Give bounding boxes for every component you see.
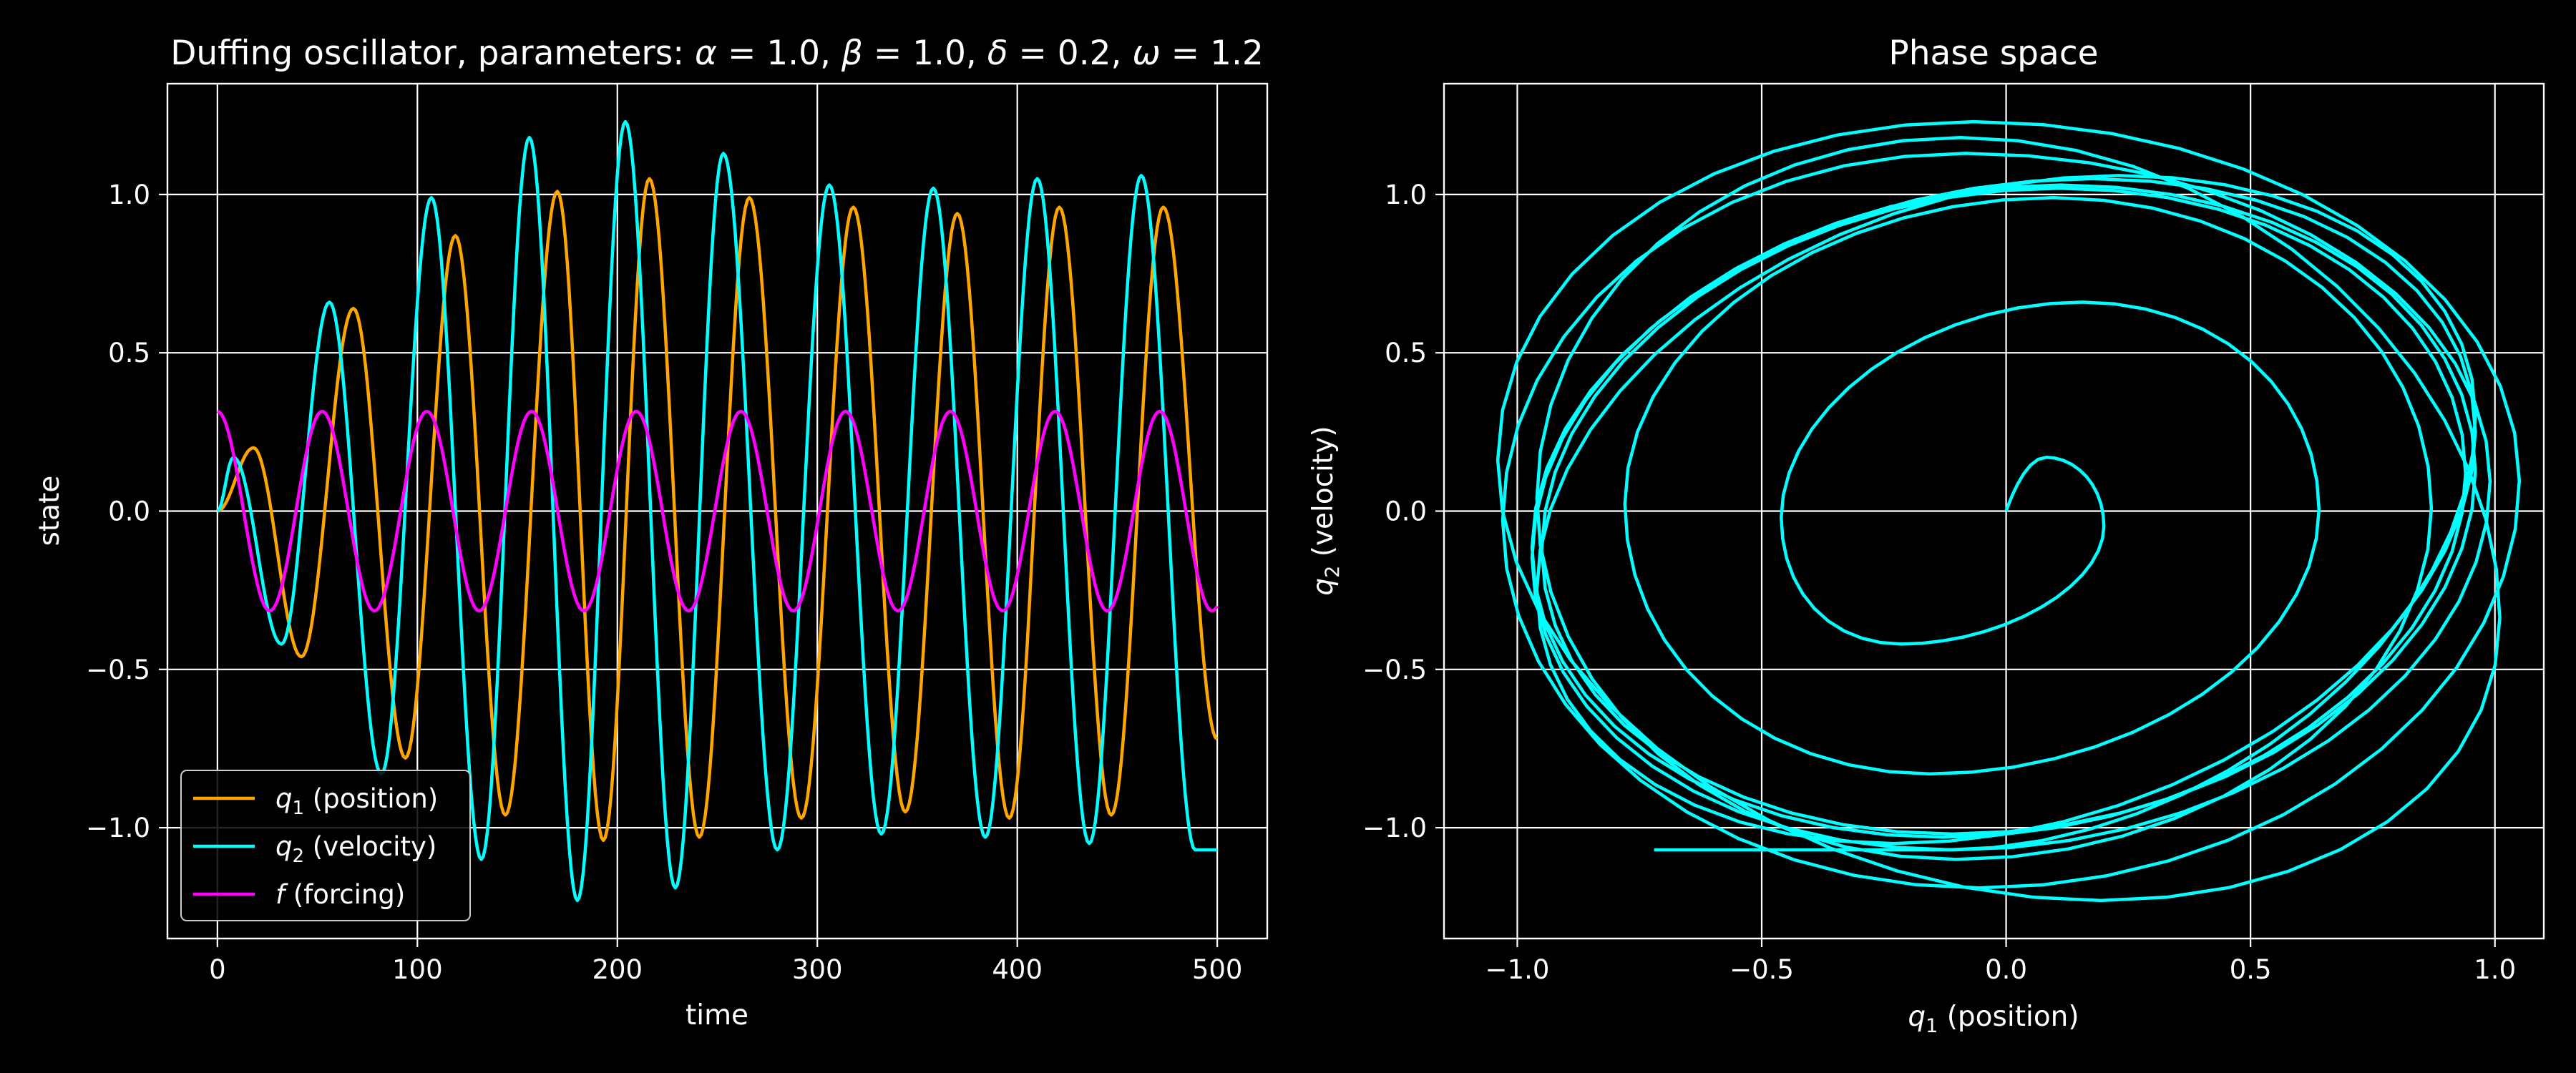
right-grid [1444, 84, 2544, 939]
title-alpha-symbol: α [695, 34, 717, 73]
left-x-axis-label: time [686, 999, 748, 1032]
legend-label-f: f (forcing) [275, 879, 405, 910]
right-x-tick-label: 0.5 [2230, 954, 2272, 985]
left-y-tick-label: −1.0 [86, 813, 150, 843]
left-y-tick-label: 1.0 [108, 180, 150, 210]
right-xlabel-symbol: q [1908, 1001, 1926, 1033]
legend-label-q2: q2 (velocity) [275, 831, 436, 867]
legend-f-suffix: (forcing) [285, 879, 405, 910]
right-chart-title: Phase space [1888, 34, 2098, 73]
right-x-axis-label: q1 (position) [1908, 1001, 2079, 1037]
legend-item-f: f (forcing) [193, 879, 405, 910]
right-x-ticks: −1.0 −0.5 0.0 0.5 1.0 [1485, 939, 2516, 985]
legend-q1-subscript: 1 [293, 798, 305, 819]
legend-item-q2: q2 (velocity) [193, 831, 436, 867]
series-line-f-forcing [217, 409, 1219, 613]
title-delta-symbol: δ [987, 34, 1008, 73]
left-x-ticks: 0 100 200 300 400 500 [209, 939, 1242, 985]
left-y-axis-label: state [34, 476, 66, 547]
right-x-tick-label: −1.0 [1485, 954, 1550, 985]
phase-space-chart: −1.0 −0.5 0.0 0.5 1.0 −1.0 −0.5 0.0 0.5 1.0 Phas… [1307, 34, 2545, 1037]
phase-trajectory-line [1496, 119, 2522, 903]
legend: q1 (position) q2 (velocity) f (forcing) [180, 770, 471, 921]
title-delta-value: = 0.2, [1008, 34, 1133, 73]
right-x-tick-label: 1.0 [2474, 954, 2516, 985]
title-omega-value: = 1.2 [1161, 34, 1264, 73]
left-y-ticks: −1.0 −0.5 0.0 0.5 1.0 [86, 180, 167, 843]
left-x-tick-label: 100 [392, 954, 443, 985]
right-ylabel-symbol: q [1307, 578, 1340, 596]
time-series-chart: 0 100 200 300 400 500 −1.0 −0.5 0.0 0.5 1.0 Duffi… [34, 34, 1269, 1032]
legend-box [180, 770, 471, 921]
left-x-tick-label: 500 [1192, 954, 1243, 985]
series-line-q2-velocity [216, 119, 1218, 903]
left-x-tick-label: 0 [209, 954, 226, 985]
legend-q1-suffix: (position) [304, 783, 438, 814]
left-chart-title: Duffing oscillator, parameters: α = 1.0,… [170, 34, 1264, 73]
title-beta-value: = 1.0, [863, 34, 987, 73]
right-y-tick-label: −1.0 [1362, 813, 1427, 843]
right-x-tick-label: 0.0 [1985, 954, 2027, 985]
right-y-tick-label: 0.5 [1385, 338, 1427, 368]
left-y-tick-label: 0.0 [108, 496, 150, 527]
left-x-tick-label: 400 [992, 954, 1043, 985]
right-y-tick-label: 1.0 [1385, 180, 1427, 210]
legend-label-q1: q1 (position) [275, 783, 438, 819]
right-xlabel-suffix: (position) [1938, 1001, 2079, 1033]
right-x-tick-label: −0.5 [1729, 954, 1794, 985]
right-y-axis-label: q2 (velocity) [1307, 426, 1344, 595]
legend-q2-subscript: 2 [293, 846, 305, 867]
title-beta-symbol: β [841, 34, 863, 73]
title-alpha-value: = 1.0, [717, 34, 841, 73]
left-plot-area [216, 119, 1219, 903]
right-ylabel-subscript: 2 [1322, 566, 1344, 578]
left-x-tick-label: 300 [792, 954, 843, 985]
legend-q2-suffix: (velocity) [304, 831, 436, 862]
left-x-tick-label: 200 [592, 954, 643, 985]
left-title-prefix: Duffing oscillator, parameters: [170, 34, 695, 73]
title-omega-symbol: ω [1132, 34, 1160, 73]
right-y-ticks: −1.0 −0.5 0.0 0.5 1.0 [1362, 180, 1444, 843]
right-y-tick-label: 0.0 [1385, 496, 1427, 527]
left-y-tick-label: 0.5 [108, 338, 150, 368]
right-plot-area [1496, 119, 2522, 903]
legend-item-q1: q1 (position) [193, 783, 438, 819]
legend-q1-symbol: q [275, 783, 293, 814]
legend-q2-symbol: q [275, 831, 293, 862]
left-y-tick-label: −0.5 [86, 655, 150, 685]
right-xlabel-subscript: 1 [1926, 1015, 1938, 1037]
right-ylabel-suffix: (velocity) [1307, 426, 1340, 565]
right-y-tick-label: −0.5 [1362, 655, 1427, 685]
